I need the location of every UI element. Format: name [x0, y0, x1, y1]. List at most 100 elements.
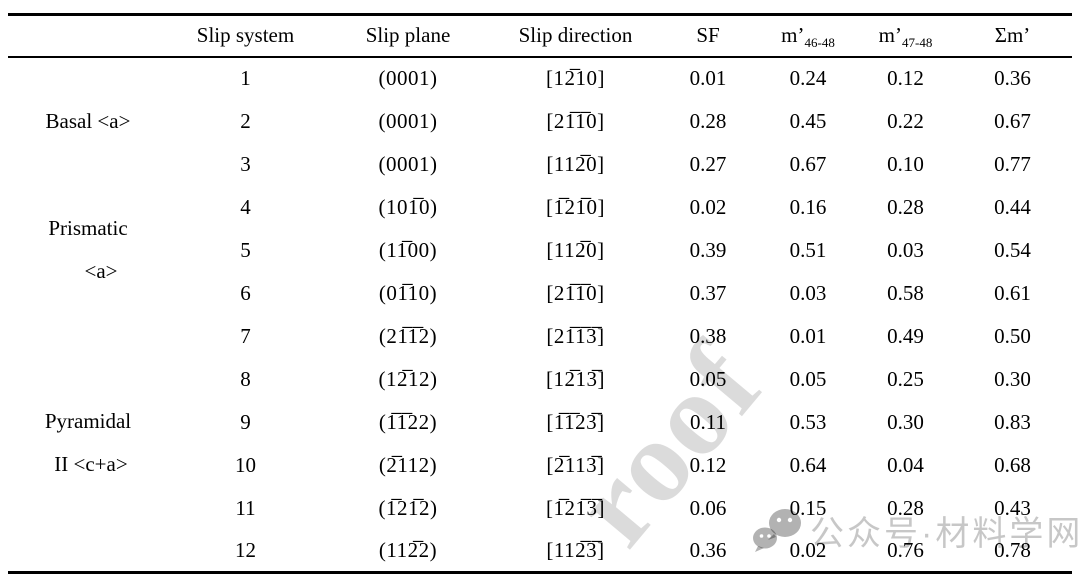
col-header-m46-48: m’46-48 — [758, 14, 858, 58]
col-header-m47-48: m’47-48 — [858, 14, 953, 58]
sum-m-cell: 0.44 — [994, 194, 1031, 219]
sf-cell: 0.36 — [689, 537, 727, 562]
slip-plane-cell: (0001) — [378, 66, 438, 90]
slip-direction-cell: [21̅1̅0] — [546, 108, 605, 133]
table-row: 9 (1̅1̅22) [1̅1̅23̅] 0.11 0.53 0.30 0.83 — [8, 401, 1072, 444]
sum-m-cell: 0.43 — [994, 495, 1031, 520]
slip-plane-cell: (21̅1̅2) — [378, 323, 438, 348]
header-row: Slip system Slip plane Slip direction SF… — [8, 14, 1072, 58]
m47-cell: 0.22 — [887, 108, 924, 133]
m47-cell: 0.28 — [887, 495, 924, 520]
slip-plane-cell: (101̅0) — [378, 194, 438, 219]
slip-direction-cell: [1̅21̅3̅] — [546, 495, 605, 520]
col-header-group — [8, 14, 168, 58]
slip-direction-cell: [21̅1̅0] — [546, 280, 605, 305]
slip-direction-cell: [1̅1̅23̅] — [546, 409, 605, 434]
sum-m-cell: 0.68 — [994, 452, 1031, 477]
sum-m-cell: 0.36 — [994, 66, 1031, 90]
group-label-line2: II <c+a> — [54, 451, 128, 476]
m47-cell: 0.04 — [887, 452, 924, 477]
sum-m-cell: 0.61 — [994, 280, 1031, 305]
m47-cell: 0.28 — [887, 194, 924, 219]
table-row: 6 (01̅10) [21̅1̅0] 0.37 0.03 0.58 0.61 — [8, 272, 1072, 315]
group-label-line1: Pyramidal — [44, 408, 132, 433]
slip-plane-cell: (12̅12) — [378, 366, 438, 391]
m47-base: m’ — [878, 23, 902, 48]
sum-m-cell: 0.83 — [994, 409, 1031, 434]
slip-plane-cell: (0001) — [378, 151, 438, 176]
slip-system-cell: 4 — [240, 194, 251, 219]
table-row: 8 (12̅12) [12̅13̅] 0.05 0.05 0.25 0.30 — [8, 358, 1072, 401]
col-header-sum-m: Σm’ — [953, 14, 1072, 58]
col-header-sf: SF — [658, 14, 758, 58]
sum-m-cell: 0.78 — [994, 537, 1031, 562]
col-header-slip-direction: Slip direction — [493, 14, 658, 58]
m47-cell: 0.49 — [887, 323, 924, 348]
slip-direction-cell: [1̅21̅0] — [546, 194, 605, 219]
table-row: Basal <a> 1 (0001) [12̅10] 0.01 0.24 0.1… — [8, 57, 1072, 133]
row-group-basal: Basal <a> — [8, 57, 168, 186]
sf-cell: 0.11 — [690, 409, 726, 434]
m46-cell: 0.05 — [789, 366, 827, 391]
m46-cell: 0.24 — [789, 66, 827, 90]
col-header-slip-plane: Slip plane — [323, 14, 493, 58]
col-header-slip-system: Slip system — [168, 14, 323, 58]
m46-cell: 0.02 — [789, 537, 827, 562]
slip-direction-cell: [12̅13̅] — [546, 366, 605, 391]
slip-system-cell: 8 — [240, 366, 251, 391]
slip-system-cell: 2 — [240, 108, 251, 133]
m47-cell: 0.03 — [887, 237, 924, 262]
slip-system-cell: 12 — [235, 537, 256, 562]
slip-system-cell: 9 — [240, 409, 251, 434]
m46-subscript: 46-48 — [804, 35, 835, 51]
group-label-line1: Basal <a> — [45, 109, 131, 133]
table-row: 5 (11̅00) [112̅0] 0.39 0.51 0.03 0.54 — [8, 229, 1072, 272]
group-label-line1: Prismatic — [48, 216, 128, 240]
slip-plane-cell: (2̅112) — [378, 452, 438, 477]
sf-cell: 0.28 — [689, 108, 727, 133]
sum-m-cell: 0.50 — [994, 323, 1031, 348]
m46-cell: 0.51 — [789, 237, 827, 262]
slip-plane-cell: (11̅00) — [378, 237, 438, 262]
sum-m-cell: 0.77 — [994, 151, 1031, 176]
m46-cell: 0.01 — [789, 323, 827, 348]
table-row: 3 (0001) [112̅0] 0.27 0.67 0.10 0.77 — [8, 143, 1072, 186]
wechat-icon — [752, 507, 804, 555]
m46-base: m’ — [781, 23, 805, 48]
m47-cell: 0.58 — [887, 280, 924, 305]
slip-system-cell: 5 — [240, 237, 251, 262]
table-row: 10 (2̅112) [2̅113̅] 0.12 0.64 0.04 0.68 — [8, 444, 1072, 487]
sf-cell: 0.06 — [689, 495, 727, 520]
sf-cell: 0.39 — [689, 237, 727, 262]
m46-cell: 0.45 — [789, 108, 827, 133]
sum-m-cell: 0.67 — [994, 108, 1031, 133]
sf-cell: 0.27 — [689, 151, 727, 176]
m47-cell: 0.30 — [887, 409, 924, 434]
slip-system-table: Slip system Slip plane Slip direction SF… — [8, 13, 1072, 574]
slip-plane-cell: (112̅2) — [378, 537, 438, 562]
m46-cell: 0.15 — [789, 495, 827, 520]
m47-cell: 0.12 — [887, 66, 924, 90]
m46-cell: 0.03 — [789, 280, 827, 305]
m46-cell: 0.53 — [789, 409, 827, 434]
slip-direction-cell: [112̅3̅] — [546, 537, 605, 562]
m47-cell: 0.76 — [887, 537, 924, 562]
sf-cell: 0.12 — [689, 452, 727, 477]
wechat-watermark: 公众号·材料学网 — [752, 506, 1080, 555]
sf-cell: 0.38 — [689, 323, 727, 348]
slip-system-cell: 1 — [240, 66, 251, 90]
sf-cell: 0.01 — [689, 66, 727, 90]
slip-plane-cell: (0001) — [378, 108, 438, 133]
m47-cell: 0.25 — [887, 366, 924, 391]
sum-m-cell: 0.54 — [994, 237, 1031, 262]
slip-system-cell: 10 — [235, 452, 256, 477]
sf-cell: 0.37 — [689, 280, 727, 305]
slip-plane-cell: (1̅1̅22) — [378, 409, 438, 434]
group-label-line2: <a> — [84, 259, 118, 283]
slip-direction-cell: [112̅0] — [546, 237, 605, 262]
slip-system-cell: 6 — [240, 280, 251, 305]
sf-cell: 0.05 — [689, 366, 727, 391]
table-row: 12 (112̅2) [112̅3̅] 0.36 0.02 0.76 0.78 — [8, 530, 1072, 573]
slip-direction-cell: [21̅1̅3̅] — [546, 323, 605, 348]
